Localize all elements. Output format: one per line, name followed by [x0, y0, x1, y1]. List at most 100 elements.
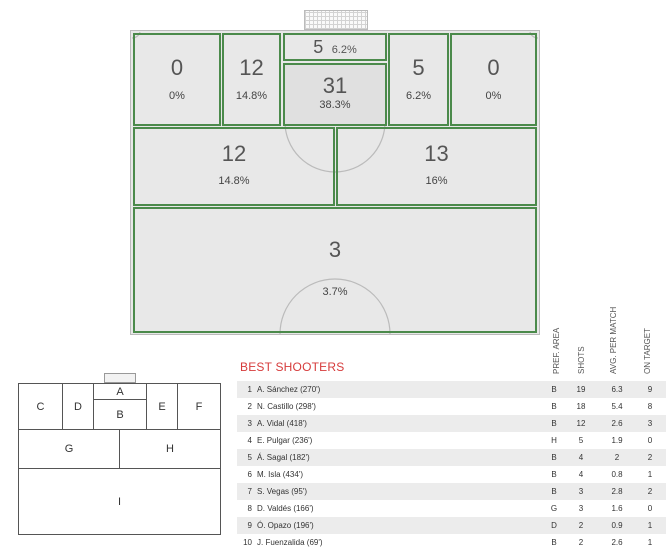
- shooter-rank: 3: [247, 419, 252, 428]
- shooter-area: B: [551, 419, 557, 428]
- shooter-on-target: 2: [647, 453, 653, 462]
- pitch-markings: [131, 31, 539, 335]
- shooter-area: B: [551, 402, 557, 411]
- shooter-on-target: 9: [647, 385, 653, 394]
- zone-f-count: 0: [487, 55, 500, 80]
- zone-e-count: 5: [412, 55, 425, 80]
- shooter-row: 6 M. Isla (434') B 4 0.8 1: [237, 466, 666, 483]
- shooter-area: B: [551, 453, 557, 462]
- shooter-row: 9 Ó. Opazo (196') D 2 0.9 1: [237, 517, 666, 534]
- shooter-on-target: 1: [647, 470, 653, 479]
- shooter-row: 7 S. Vegas (95') B 3 2.8 2: [237, 483, 666, 500]
- shooter-avg: 2.6: [611, 419, 623, 428]
- shooter-name: N. Castillo (298'): [257, 402, 316, 411]
- shooter-rank: 1: [247, 385, 252, 394]
- shooter-avg: 0.9: [611, 521, 623, 530]
- shooter-name: S. Vegas (95'): [257, 487, 307, 496]
- zone-h-percent: 16%: [425, 175, 448, 187]
- shooter-avg: 2.8: [611, 487, 623, 496]
- legend-goal: [104, 373, 136, 383]
- shooter-shots: 19: [576, 385, 586, 394]
- shooter-row: 10 J. Fuenzalida (69') B 2 2.6 1: [237, 534, 666, 551]
- shooter-area: B: [551, 487, 557, 496]
- zone-legend-map: C D A B E F G H I: [2, 383, 222, 535]
- shooter-shots: 4: [578, 470, 584, 479]
- shooter-shots: 18: [576, 402, 586, 411]
- shooter-row: 8 D. Valdés (166') G 3 1.6 0: [237, 500, 666, 517]
- zone-c-count: 0: [170, 55, 184, 80]
- zone-a-count: 5: [313, 37, 324, 57]
- shooter-avg: 2: [614, 453, 620, 462]
- zone-g-percent: 14.8%: [218, 175, 250, 187]
- shooter-avg: 1.6: [611, 504, 623, 513]
- shooter-shots: 3: [578, 504, 584, 513]
- legend-zone-d: D: [62, 383, 94, 430]
- legend-zone-c: C: [18, 383, 63, 430]
- shooter-name: Á. Sagal (182'): [257, 453, 310, 462]
- zone-e-percent: 6.2%: [405, 90, 432, 102]
- shooter-avg: 2.6: [611, 538, 623, 547]
- legend-zone-i: I: [18, 468, 221, 535]
- shooter-name: A. Sánchez (270'): [257, 385, 321, 394]
- shooter-name: D. Valdés (166'): [257, 504, 314, 513]
- zone-i: 3 3.7%: [133, 207, 537, 333]
- shooter-row: 1 A. Sánchez (270') B 19 6.3 9: [237, 381, 666, 398]
- shooter-on-target: 1: [647, 521, 653, 530]
- shooter-row: 3 A. Vidal (418') B 12 2.6 3: [237, 415, 666, 432]
- zone-a: 5 6.2%: [283, 33, 387, 61]
- zone-d-percent: 14.8%: [235, 90, 268, 102]
- shooter-on-target: 2: [647, 487, 653, 496]
- shooter-rank: 7: [247, 487, 252, 496]
- shooter-name: J. Fuenzalida (69'): [257, 538, 323, 547]
- shooter-name: A. Vidal (418'): [257, 419, 307, 428]
- zone-c-percent: 0%: [169, 90, 185, 102]
- zone-g-count: 12: [221, 141, 247, 166]
- shooter-name: E. Pulgar (236'): [257, 436, 313, 445]
- best-shooters-title: BEST SHOOTERS: [240, 360, 345, 374]
- shooter-shots: 2: [578, 538, 584, 547]
- shooter-rank: 9: [247, 521, 252, 530]
- shooter-area: B: [551, 470, 557, 479]
- shooter-area: H: [551, 436, 557, 445]
- zone-f: 0 0%: [450, 33, 537, 126]
- col-pref-area: PREF. AREA: [552, 327, 561, 374]
- shooter-avg: 5.4: [611, 402, 623, 411]
- zone-h: 13 16%: [336, 127, 537, 206]
- zone-g: 12 14.8%: [133, 127, 335, 206]
- shooter-rank: 8: [247, 504, 252, 513]
- shooter-shots: 4: [578, 453, 584, 462]
- shooter-area: D: [551, 521, 557, 530]
- zone-e: 5 6.2%: [388, 33, 449, 126]
- zone-b-count: 31: [322, 73, 348, 98]
- shooter-row: 4 E. Pulgar (236') H 5 1.9 0: [237, 432, 666, 449]
- shooter-shots: 3: [578, 487, 584, 496]
- legend-zone-e: E: [146, 383, 178, 430]
- zone-i-percent: 3.7%: [322, 286, 348, 298]
- shooter-rank: 10: [243, 538, 252, 547]
- zone-h-count: 13: [424, 141, 449, 166]
- legend-zone-a: A: [93, 383, 147, 400]
- shooter-on-target: 8: [647, 402, 653, 411]
- shooter-area: B: [551, 385, 557, 394]
- shooter-avg: 6.3: [611, 385, 623, 394]
- legend-zone-f: F: [177, 383, 221, 430]
- shooter-name: Ó. Opazo (196'): [257, 521, 314, 530]
- shooter-area: G: [550, 504, 558, 513]
- shooter-avg: 1.9: [611, 436, 623, 445]
- shooter-on-target: 3: [647, 419, 653, 428]
- legend-zone-g: G: [18, 429, 120, 469]
- goal-net: [304, 10, 368, 30]
- zone-c: 0 0%: [133, 33, 221, 126]
- shooter-name: M. Isla (434'): [257, 470, 303, 479]
- shooter-row: 2 N. Castillo (298') B 18 5.4 8: [237, 398, 666, 415]
- shooter-avg: 0.8: [611, 470, 623, 479]
- shooter-area: B: [551, 538, 557, 547]
- shooter-rank: 2: [247, 402, 252, 411]
- shooter-rank: 6: [247, 470, 252, 479]
- shooter-on-target: 1: [647, 538, 653, 547]
- shooter-on-target: 0: [647, 436, 653, 445]
- shooter-shots: 2: [578, 521, 584, 530]
- shooter-row: 5 Á. Sagal (182') B 4 2 2: [237, 449, 666, 466]
- shooter-rank: 5: [247, 453, 252, 462]
- zone-f-percent: 0%: [485, 90, 502, 102]
